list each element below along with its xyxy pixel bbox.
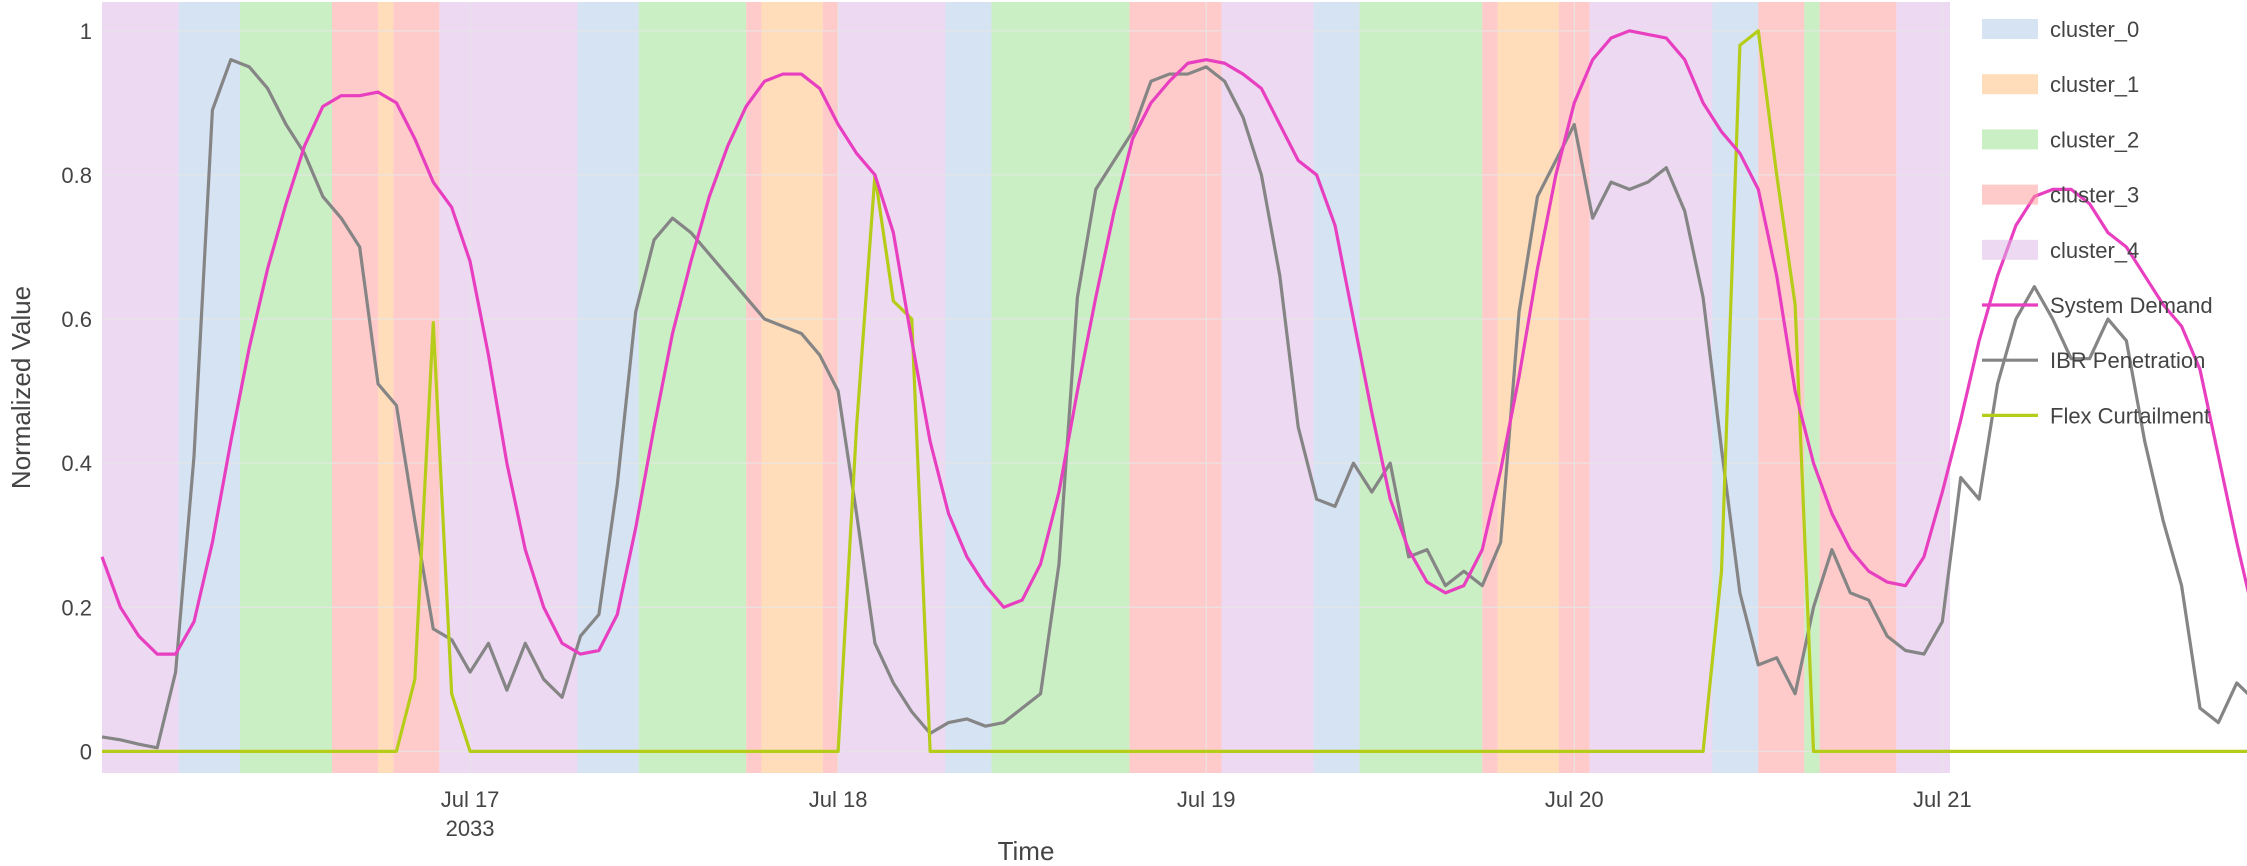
legend-swatch-cluster_2[interactable] — [1982, 129, 2038, 150]
cluster-band-0 — [102, 2, 179, 773]
cluster-band-18 — [1359, 2, 1483, 773]
legend-label-cluster_2[interactable]: cluster_2 — [2050, 127, 2139, 152]
legend-label-ibr-penetration[interactable]: IBR Penetration — [2050, 348, 2205, 373]
y-tick-label: 0.8 — [61, 163, 92, 188]
cluster-band-7 — [577, 2, 639, 773]
legend-label-cluster_3[interactable]: cluster_3 — [2050, 183, 2139, 208]
cluster-band-1 — [178, 2, 241, 773]
legend[interactable]: cluster_0 cluster_1 cluster_2 cluster_3clus… — [1982, 17, 2213, 428]
y-tick-labels: 0 0.2 0.4 0.6 0.8 1 — [61, 19, 92, 765]
y-tick-label: 0 — [80, 739, 92, 764]
cluster-band-10 — [761, 2, 823, 773]
cluster-band-9 — [746, 2, 762, 773]
y-tick-label: 0.2 — [61, 595, 92, 620]
legend-swatch-cluster_1[interactable] — [1982, 74, 2038, 95]
cluster-band-2 — [240, 2, 333, 773]
x-tick-label: Jul 18 — [809, 787, 868, 812]
legend-label-cluster_4[interactable]: cluster_4 — [2050, 238, 2139, 263]
legend-swatch-cluster_0[interactable] — [1982, 19, 2038, 39]
x-tick-label: Jul 19 — [1177, 787, 1236, 812]
cluster-band-11 — [822, 2, 839, 773]
series-lines — [100, 29, 2247, 753]
cluster-band-12 — [838, 2, 946, 773]
cluster-band-17 — [1313, 2, 1360, 773]
y-tick-label: 1 — [80, 19, 92, 44]
cluster-band-14 — [991, 2, 1130, 773]
legend-label-system-demand[interactable]: System Demand — [2050, 293, 2213, 318]
legend-swatch-cluster_4[interactable] — [1982, 239, 2038, 260]
cluster-band-16 — [1221, 2, 1314, 773]
cluster-band-22 — [1589, 2, 1713, 773]
x-tick-labels: Jul 17 2033 Jul 18 Jul 19 Jul 20 Jul 21 — [441, 787, 1972, 841]
x-tick-label: Jul 21 — [1913, 787, 1972, 812]
cluster-band-20 — [1497, 2, 1559, 773]
cluster-band-4 — [378, 2, 394, 773]
x-tick-sublabel: 2033 — [446, 816, 495, 841]
x-tick-label: Jul 20 — [1545, 787, 1604, 812]
y-tick-label: 0.4 — [61, 451, 92, 476]
cluster-bands — [102, 2, 1950, 773]
cluster-band-6 — [439, 2, 578, 773]
cluster-band-27 — [1896, 2, 1950, 773]
legend-swatch-cluster_3[interactable] — [1982, 184, 2038, 205]
cluster-band-13 — [945, 2, 992, 773]
x-axis-title: Time — [998, 836, 1055, 866]
legend-label-flex-curtailment[interactable]: Flex Curtailment — [2050, 403, 2210, 428]
cluster-band-8 — [638, 2, 747, 773]
series-line-system-demand — [100, 29, 2247, 656]
legend-label-cluster_0[interactable]: cluster_0 — [2050, 17, 2139, 42]
series-line-ibr-penetration — [101, 58, 2247, 750]
cluster-band-25 — [1804, 2, 1820, 773]
cluster-band-26 — [1819, 2, 1897, 773]
y-tick-label: 0.6 — [61, 307, 92, 332]
cluster-band-23 — [1712, 2, 1759, 773]
cluster-band-19 — [1482, 2, 1498, 773]
series-line-flex-curtailment — [102, 29, 2247, 753]
cluster-band-24 — [1758, 2, 1805, 773]
y-axis-title: Normalized Value — [6, 286, 36, 489]
legend-label-cluster_1[interactable]: cluster_1 — [2050, 72, 2139, 97]
cluster-band-3 — [332, 2, 379, 773]
x-tick-label: Jul 17 — [441, 787, 500, 812]
